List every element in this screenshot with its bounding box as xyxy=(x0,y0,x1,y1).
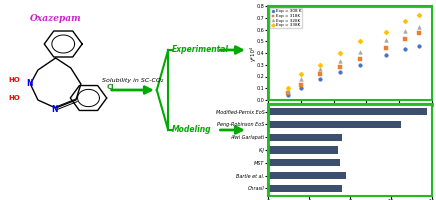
Exp = 308 K xyxy=(317,77,324,80)
Exp = 338K xyxy=(284,87,291,90)
Text: Experimental: Experimental xyxy=(172,46,229,54)
Bar xyxy=(268,108,426,115)
Exp = 338K xyxy=(402,20,409,23)
Exp = 318K xyxy=(402,37,409,40)
Text: N: N xyxy=(51,104,58,114)
Text: HO: HO xyxy=(8,95,20,101)
Exp = 328K xyxy=(402,29,409,32)
Bar xyxy=(268,172,346,179)
Exp = 328K xyxy=(337,60,344,63)
Exp = 338K xyxy=(356,40,363,43)
Exp = 308 K xyxy=(402,48,409,51)
Exp = 328K xyxy=(317,68,324,71)
Exp = 318K xyxy=(382,47,389,50)
Text: Oxazepam: Oxazepam xyxy=(30,14,82,23)
Exp = 318K xyxy=(356,57,363,60)
Text: Solubility in SC-CO₂: Solubility in SC-CO₂ xyxy=(102,78,164,83)
Text: Modeling: Modeling xyxy=(172,126,211,134)
Exp = 338K xyxy=(382,30,389,33)
Text: Cl: Cl xyxy=(107,84,115,90)
Legend: Exp = 308 K, Exp = 318K, Exp = 328K, Exp = 338K: Exp = 308 K, Exp = 318K, Exp = 328K, Exp… xyxy=(270,8,303,28)
Exp = 318K xyxy=(337,65,344,69)
Exp = 318K xyxy=(415,31,422,35)
Exp = 328K xyxy=(284,89,291,92)
Exp = 308 K xyxy=(356,63,363,66)
Bar xyxy=(268,159,340,166)
Exp = 328K xyxy=(382,38,389,42)
Exp = 318K xyxy=(284,91,291,95)
Exp = 338K xyxy=(337,51,344,55)
Bar xyxy=(268,121,401,128)
X-axis label: P(MPa): P(MPa) xyxy=(341,110,359,115)
Exp = 308 K xyxy=(297,87,304,90)
Text: HO: HO xyxy=(8,77,20,83)
Exp = 328K xyxy=(356,50,363,53)
Bar xyxy=(268,134,342,141)
Exp = 328K xyxy=(415,26,422,29)
Exp = 308 K xyxy=(337,70,344,73)
Exp = 328K xyxy=(297,77,304,80)
Bar xyxy=(268,185,342,192)
Text: N: N xyxy=(26,78,32,88)
Exp = 338K xyxy=(317,63,324,66)
Y-axis label: y*10⁴: y*10⁴ xyxy=(249,45,255,61)
Exp = 308 K xyxy=(382,54,389,57)
Exp = 308 K xyxy=(415,44,422,48)
Bar xyxy=(268,146,337,154)
Exp = 338K xyxy=(415,14,422,17)
Exp = 338K xyxy=(297,73,304,76)
Exp = 318K xyxy=(317,73,324,76)
Exp = 308 K xyxy=(284,94,291,97)
Exp = 318K xyxy=(297,83,304,86)
